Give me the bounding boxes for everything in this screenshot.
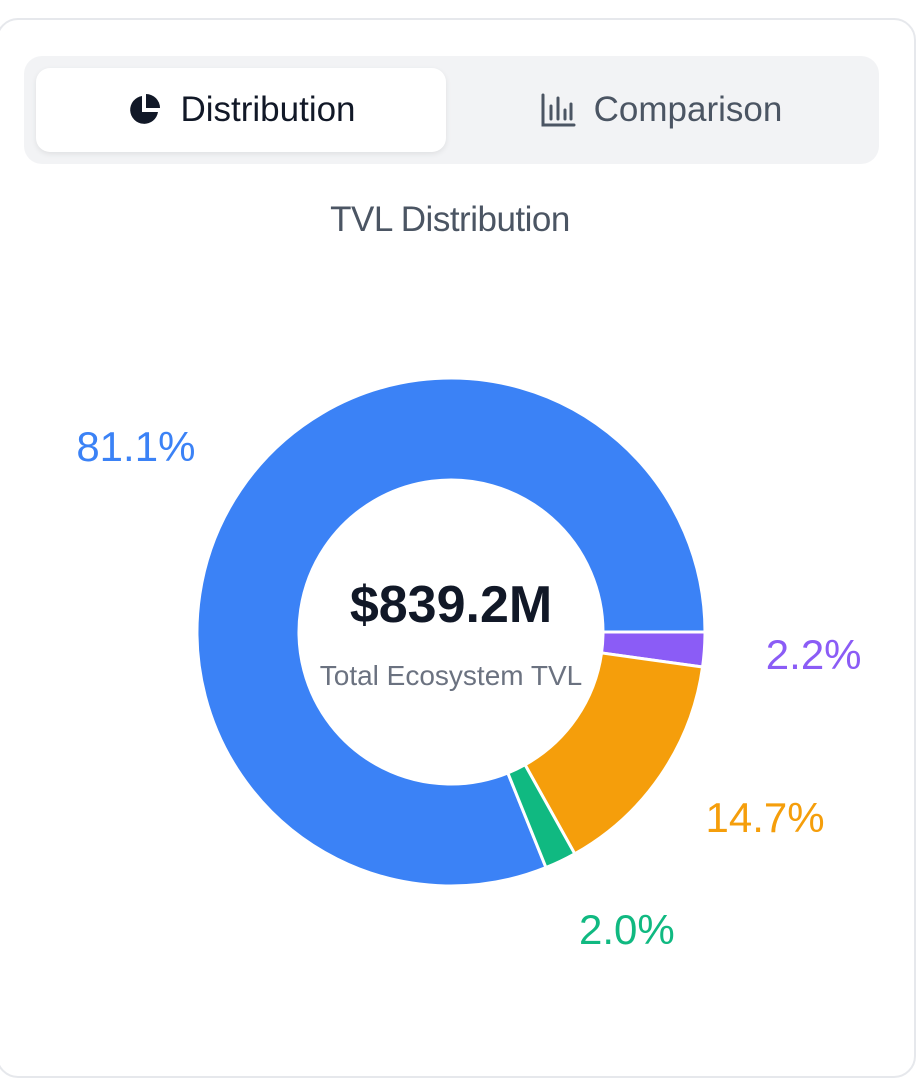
bar-chart-icon [540,92,576,128]
slice-green[interactable] [505,762,577,870]
chart-title: TVL Distribution [330,200,570,239]
tab-distribution-label: Distribution [180,90,356,129]
pct-label-purple: 2.2% [765,630,862,678]
pct-label-orange: 14.7% [705,794,825,842]
pct-label-green: 2.0% [578,905,675,953]
total-tvl-value: $839.2M [349,576,553,634]
tvl-card [0,18,916,1078]
pct-label-blue: 81.1% [76,423,196,471]
tab-comparison-label: Comparison [593,90,783,129]
pie-chart-icon [126,92,162,128]
view-tab-bar: Distribution Comparison [24,56,879,164]
tab-distribution[interactable]: Distribution [36,68,446,152]
tab-comparison[interactable]: Comparison [456,68,866,152]
donut-chart [195,376,707,888]
slice-blue[interactable] [195,376,707,888]
total-tvl-label: Total Ecosystem TVL [319,660,583,691]
